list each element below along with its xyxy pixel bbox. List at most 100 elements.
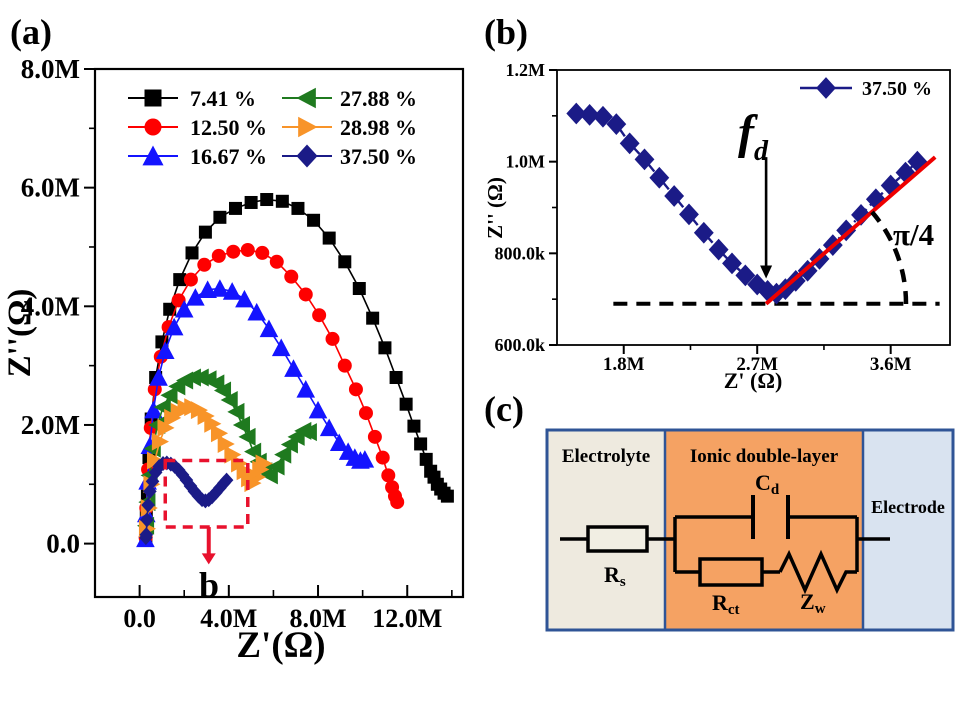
panel-b-y-axis-label: Z'' (Ω) xyxy=(483,177,507,239)
data-point-marker xyxy=(865,188,886,211)
ionic-double-layer-label: Ionic double-layer xyxy=(690,446,839,467)
data-point-marker xyxy=(708,238,729,261)
legend-marker xyxy=(142,145,164,166)
data-point-marker xyxy=(187,483,202,499)
y-tick-label: 0.0 xyxy=(46,529,80,559)
a-plot-frame xyxy=(93,67,465,599)
data-point-marker xyxy=(247,302,266,321)
data-point-marker xyxy=(148,464,163,480)
y-tick-label: 8.0M xyxy=(21,54,80,84)
panel-a-x-axis-label: Z'(Ω) xyxy=(236,625,325,666)
panel-a-letter: (a) xyxy=(10,12,52,52)
data-point-marker xyxy=(722,252,742,275)
data-point-marker xyxy=(210,279,230,297)
data-point-marker xyxy=(296,380,316,398)
panel-b-x-axis-label: Z' (Ω) xyxy=(724,368,783,393)
data-point-marker xyxy=(907,150,928,173)
data-point-marker xyxy=(284,359,303,377)
data-point-marker xyxy=(664,185,685,207)
legend-label: 7.41 % xyxy=(190,86,256,111)
legend-label: 28.98 % xyxy=(340,115,417,140)
data-point-marker xyxy=(797,259,818,282)
rct-label-sub: ct xyxy=(728,602,740,618)
data-point-marker xyxy=(232,415,250,434)
data-point-marker xyxy=(226,244,241,259)
fit-line-45deg xyxy=(764,155,937,306)
data-point-marker xyxy=(210,424,229,443)
legend-label: 37.50 % xyxy=(862,78,932,100)
data-point-marker xyxy=(198,225,212,239)
x-tick-label: 3.6M xyxy=(870,354,912,375)
data-point-marker xyxy=(236,462,254,481)
x-tick-label: 8.0M xyxy=(290,604,347,633)
data-point-marker xyxy=(337,358,352,373)
rs-label-sub: s xyxy=(620,574,626,590)
fd-arrow-head xyxy=(760,265,773,279)
data-point-marker xyxy=(269,254,284,269)
cd-label-main: C xyxy=(755,470,771,495)
data-point-marker xyxy=(260,193,274,207)
legend-marker xyxy=(816,77,836,99)
legend-item-0: 7.41 % xyxy=(128,86,256,111)
fd-annotation-sub: d xyxy=(754,136,769,167)
data-point-marker xyxy=(213,381,232,400)
data-point-marker xyxy=(163,302,177,316)
data-point-marker xyxy=(338,255,352,269)
data-point-marker xyxy=(145,473,160,489)
data-point-marker xyxy=(319,418,339,437)
data-point-marker xyxy=(146,451,165,470)
data-point-marker xyxy=(224,445,242,464)
data-point-marker xyxy=(274,445,292,464)
data-point-marker xyxy=(649,166,670,189)
legend-marker xyxy=(144,118,162,136)
panel-a-plot: 0.0 4.0M 8.0M 12.0M 0.0 2.0M 4.0M 6.0M 8.0M 7.41 … xyxy=(21,54,465,633)
legend-marker xyxy=(298,116,318,138)
data-point-marker xyxy=(299,423,317,442)
x-tick-label: 0.0 xyxy=(123,604,156,633)
data-point-marker xyxy=(275,194,289,208)
data-point-marker xyxy=(757,280,778,302)
data-point-marker xyxy=(352,282,366,296)
data-point-marker xyxy=(298,287,313,302)
data-point-marker xyxy=(389,370,403,384)
data-point-marker xyxy=(355,450,375,468)
data-point-marker xyxy=(144,400,163,419)
data-point-marker xyxy=(183,478,198,494)
legend-item-1: 12.50 % xyxy=(128,115,267,140)
data-point-marker xyxy=(259,319,279,338)
y-tick-label: 1.2M xyxy=(506,60,546,80)
legend-marker xyxy=(144,89,162,107)
rct-label: Rct xyxy=(712,590,740,618)
b-plot-frame xyxy=(556,69,951,346)
panel-c-letter: (c) xyxy=(484,389,524,429)
legend-label: 37.50 % xyxy=(340,144,417,169)
legend-item-3: 27.88 % xyxy=(282,86,417,111)
data-point-marker xyxy=(735,264,756,287)
legend-label: 27.88 % xyxy=(340,86,417,111)
data-point-marker xyxy=(375,450,390,465)
x-tick-label: 12.0M xyxy=(372,604,442,633)
a-series-2 xyxy=(136,279,375,548)
panel-b-plot: 1.8M 2.7M 3.6M 600.0k 800.0k 1.0M 1.2M 37.50 % xyxy=(494,60,951,375)
data-point-marker xyxy=(407,419,421,433)
data-point-marker xyxy=(183,272,198,287)
panel-b-letter: (b) xyxy=(484,12,528,52)
data-point-marker xyxy=(227,402,245,421)
electrode-region xyxy=(863,430,953,630)
x-tick-label: 1.8M xyxy=(603,354,645,375)
data-point-marker xyxy=(566,102,587,125)
y-tick-label: 6.0M xyxy=(21,173,80,203)
data-point-marker xyxy=(367,429,382,444)
legend-marker xyxy=(296,87,316,109)
legend-marker xyxy=(296,144,318,168)
a-series-1 xyxy=(138,242,405,545)
zw-label: Zw xyxy=(800,589,826,617)
data-point-marker xyxy=(255,454,273,473)
data-point-marker xyxy=(211,248,226,263)
panel-a-y-axis-label: Z''(Ω) xyxy=(2,289,38,378)
data-point-marker xyxy=(634,148,655,171)
x-tick-label: 2.7M xyxy=(736,354,778,375)
zw-warburg-zigzag xyxy=(778,549,857,595)
